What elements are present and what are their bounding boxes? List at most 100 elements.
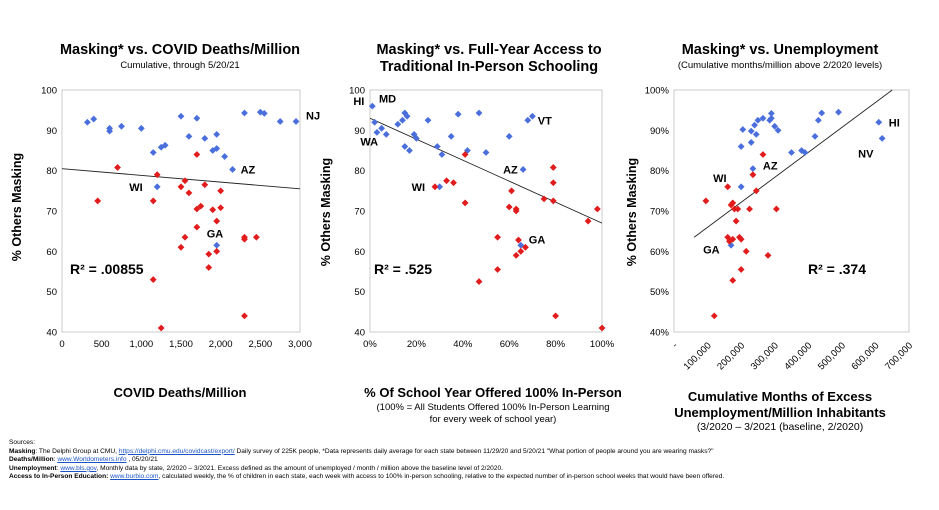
source-masking: Masking: The Delphi Group at CMU, https:… — [9, 447, 714, 455]
chart3-label-nv: NV — [858, 148, 874, 160]
chart1-point-blue — [213, 145, 221, 152]
chart1-y-tick: 60 — [46, 247, 57, 258]
chart3-point-blue — [835, 108, 842, 116]
chart1-point-red — [209, 206, 217, 214]
chart1-point-red — [241, 312, 248, 320]
chart1-point-red — [149, 276, 157, 283]
chart2-point-blue — [401, 143, 409, 150]
chart3-point-red — [746, 205, 753, 213]
chart1-y-tick: 70 — [46, 207, 57, 218]
chart1-label-wi: WI — [129, 182, 142, 194]
source-unemployment: Unemployment: www.bls.gov, Monthly data … — [9, 464, 503, 472]
chart1-point-red — [177, 183, 185, 191]
chart3-point-blue — [751, 121, 758, 129]
chart3-x-tick: 500,000 — [816, 340, 848, 372]
chart3-x-axis-subtitle: (3/2020 – 3/2021 (baseline, 2/2020) — [696, 421, 864, 433]
chart2-point-red — [540, 195, 548, 203]
chart2-y-tick: 80 — [354, 166, 365, 177]
chart3-point-red — [742, 247, 750, 255]
chart1-point-blue — [241, 109, 248, 117]
chart3-label-ga: GA — [703, 244, 720, 256]
chart1-x-tick: 1,000 — [129, 339, 153, 350]
chart2-title: Masking* vs. Full-Year Access to Traditi… — [376, 42, 602, 75]
chart3-y-tick: 80% — [650, 166, 670, 177]
chart2-label-md: MD — [379, 93, 396, 105]
chart3-point-red — [759, 151, 767, 158]
chart1-point-blue — [149, 149, 157, 156]
chart3-point-red — [729, 199, 737, 207]
deaths-source-link[interactable]: www.Worldometers.info — [57, 456, 127, 464]
chart2-point-blue — [378, 124, 385, 132]
masking-source-link[interactable]: https://delphi.cmu.edu/covidcast/export/ — [118, 447, 235, 455]
chart1-title: Masking* vs. COVID Deaths/Million — [59, 42, 301, 58]
unemployment-source-link[interactable]: www.bls.gov — [60, 464, 97, 472]
chart3-x-tick: 200,000 — [715, 340, 747, 372]
chart2-point-red — [494, 266, 501, 273]
chart2-x-tick: 0% — [363, 339, 377, 350]
chart2-y-tick: 100 — [349, 86, 365, 97]
chart2-point-blue — [394, 120, 402, 128]
chart1-point-blue — [177, 112, 185, 120]
chart1-point-red — [114, 164, 121, 171]
chart1-point-blue — [201, 135, 209, 142]
chart1-point-red — [252, 233, 260, 241]
chart1-point-blue — [193, 114, 201, 122]
chart2-point-red — [450, 179, 457, 187]
chart3-label-hi: HI — [889, 117, 900, 129]
chart3-point-blue — [878, 135, 886, 142]
chart3-point-red — [772, 205, 780, 213]
chart2-x-axis-title: % Of School Year Offered 100% In-Person — [364, 385, 622, 400]
chart1-point-blue — [118, 122, 125, 130]
chart2-point-blue — [436, 183, 443, 191]
chart2-point-red — [593, 205, 601, 213]
chart2-y-tick: 90 — [354, 126, 365, 137]
chart1-point-blue — [153, 183, 161, 191]
chart3-title: Masking* vs. Unemployment — [681, 42, 879, 58]
chart2-point-blue — [382, 130, 390, 138]
chart3-x-tick: 700,000 — [883, 340, 915, 372]
chart1-point-red — [185, 189, 193, 197]
chart1-point-red — [213, 247, 221, 255]
chart3-label-az: AZ — [763, 161, 778, 173]
chart3-point-blue — [739, 126, 747, 133]
chart1-trendline — [61, 168, 301, 190]
chart2-y-tick: 60 — [354, 247, 365, 258]
chart1-point-red — [153, 171, 161, 179]
chart1-point-blue — [213, 241, 221, 249]
chart3-point-blue — [747, 127, 755, 135]
chart2-point-red — [549, 164, 557, 171]
chart1-r-squared: R² = .00855 — [70, 261, 144, 277]
chart1-point-red — [193, 223, 201, 231]
chart1-label-nj: NJ — [306, 110, 320, 122]
chart2-point-red — [512, 207, 520, 215]
chart1-point-red — [205, 264, 213, 271]
chart2-point-blue — [519, 166, 527, 173]
chart3-point-red — [724, 183, 732, 191]
chart3-y-tick: 90% — [650, 126, 670, 137]
chart3-label-wi: WI — [713, 173, 726, 185]
chart1-point-blue — [229, 166, 236, 173]
chart1-point-red — [241, 235, 248, 243]
chart1-point-red — [94, 197, 102, 205]
chart3-y-tick: 40% — [650, 328, 670, 339]
chart1-x-tick: 500 — [94, 339, 110, 350]
chart2-point-blue — [529, 112, 536, 120]
chart1-point-blue — [260, 109, 268, 117]
chart2-point-blue — [371, 118, 379, 126]
chart2-point-red — [461, 199, 469, 207]
education-source-link[interactable]: www.burbio.com — [110, 473, 159, 481]
chart3-plot-area — [673, 89, 910, 333]
chart2-point-blue — [433, 143, 441, 150]
chart2-label-hi: HI — [353, 96, 364, 108]
chart2-label-az: AZ — [503, 164, 518, 176]
chart3-point-red — [702, 197, 710, 205]
chart1-point-red — [217, 187, 225, 195]
chart3-point-red — [764, 251, 772, 259]
chart2-point-blue — [464, 147, 471, 154]
chart2-x-tick: 40% — [453, 339, 473, 350]
chart2-point-red — [522, 243, 529, 251]
chart3-point-blue — [737, 183, 745, 191]
chart1-x-tick: 0 — [59, 339, 64, 350]
chart1-point-red — [157, 324, 165, 332]
